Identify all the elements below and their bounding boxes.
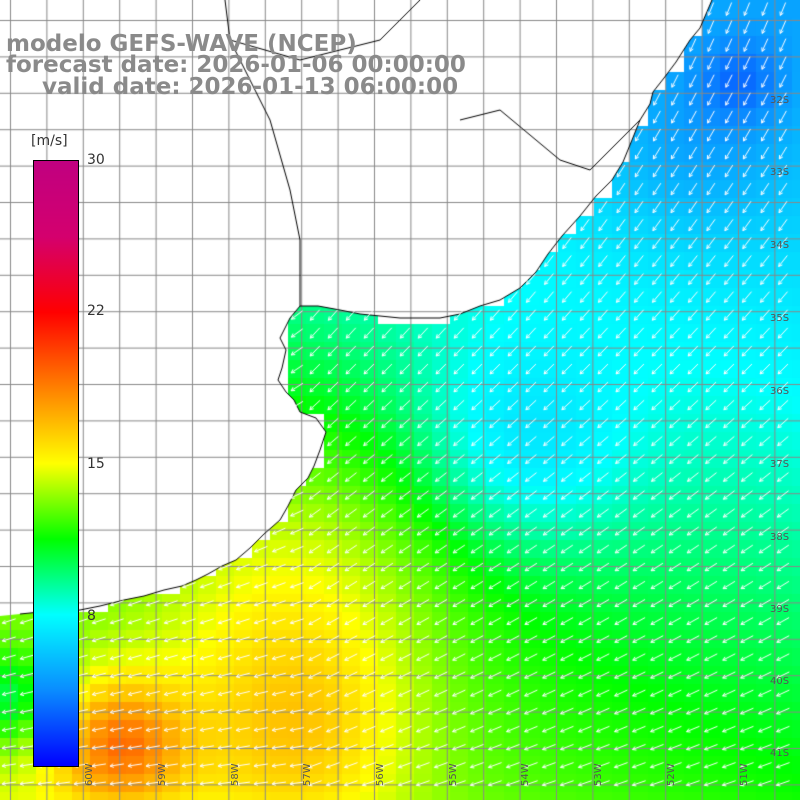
lat-label-37s: 37S (770, 459, 790, 470)
lon-label-56w: 56W (375, 763, 386, 786)
lat-label-40s: 40S (770, 676, 790, 687)
lat-label-38s: 38S (770, 532, 790, 543)
lat-label-36s: 36S (770, 386, 790, 397)
lat-label-32s: 32S (770, 95, 790, 106)
colorbar (33, 160, 79, 767)
colorbar-tick-22: 22 (87, 303, 105, 319)
lat-label-41s: 41S (770, 748, 790, 759)
lon-label-60w: 60W (84, 763, 95, 786)
model-title: modelo GEFS-WAVE (NCEP) (6, 31, 357, 57)
lon-label-59w: 59W (157, 763, 168, 786)
valid-date: valid date: 2026-01-13 06:00:00 (42, 74, 459, 100)
colorbar-unit: [m/s] (31, 133, 68, 149)
lon-label-58w: 58W (230, 763, 241, 786)
forecast-date: forecast date: 2026-01-06 00:00:00 (6, 52, 466, 78)
lon-label-53w: 53W (593, 763, 604, 786)
lon-label-52w: 52W (666, 763, 677, 786)
lat-label-34s: 34S (770, 240, 790, 251)
colorbar-tick-15: 15 (87, 456, 105, 472)
lon-label-55w: 55W (448, 763, 459, 786)
lat-label-39s: 39S (770, 604, 790, 615)
lon-label-57w: 57W (302, 763, 313, 786)
lat-label-35s: 35S (770, 313, 790, 324)
lat-label-33s: 33S (770, 167, 790, 178)
colorbar-tick-8: 8 (87, 608, 96, 624)
lon-label-54w: 54W (520, 763, 531, 786)
colorbar-tick-30: 30 (87, 152, 105, 168)
lon-label-51w: 51W (739, 763, 750, 786)
